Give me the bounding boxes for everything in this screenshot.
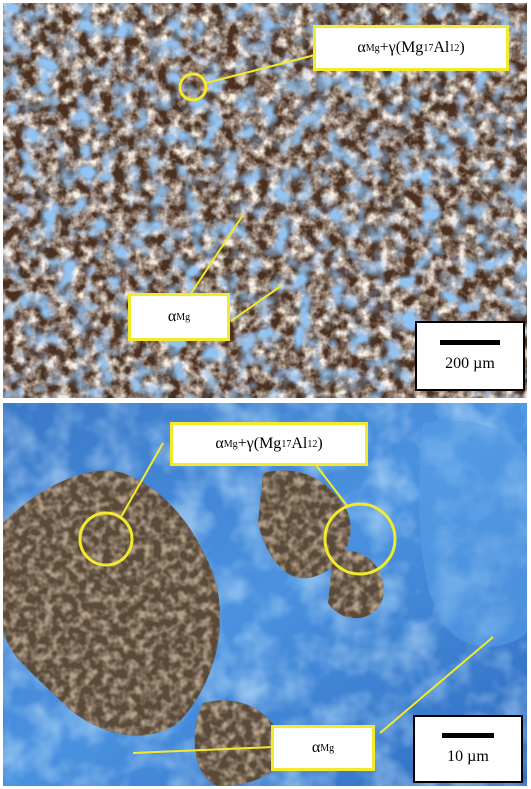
phase-circle-bottom-2 <box>323 502 397 576</box>
phase-label-bottom: α Mg +γ(Mg 17 Al 12) <box>170 422 368 466</box>
matrix-label-top: α Mg <box>128 293 230 341</box>
matrix-leader-bottom-1 <box>132 746 274 754</box>
phase-label-top: α Mg +γ(Mg 17 Al 12) <box>313 25 509 71</box>
matrix-leader-bottom-2 <box>379 636 494 734</box>
matrix-leader-top-1 <box>185 214 244 302</box>
scale-bar-bottom: 10 µm <box>413 715 523 783</box>
scale-line-top <box>440 339 500 345</box>
scale-text-top: 200 µm <box>445 354 495 372</box>
micrograph-bottom-image <box>3 403 527 786</box>
micrograph-top: α Mg +γ(Mg 17 Al 12) α Mg 200 µm <box>3 3 527 398</box>
phase-circle-top <box>178 72 208 102</box>
phase-circle-bottom-1 <box>78 511 134 567</box>
scale-line-bottom <box>442 732 494 738</box>
micrograph-bottom: α Mg +γ(Mg 17 Al 12) α Mg 10 µm <box>3 403 527 786</box>
scale-text-bottom: 10 µm <box>447 747 489 765</box>
matrix-label-bottom: α Mg <box>271 725 375 771</box>
phase-leader-top <box>205 54 316 84</box>
scale-bar-top: 200 µm <box>415 321 525 391</box>
phase-leader-bottom-1 <box>120 442 164 518</box>
matrix-leader-top-2 <box>230 285 282 322</box>
